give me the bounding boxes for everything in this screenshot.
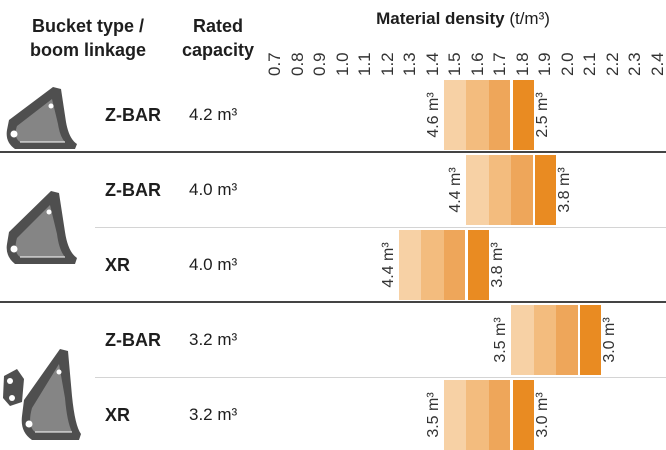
density-band-segment <box>466 380 490 450</box>
rated-capacity-header-line2: capacity <box>181 40 255 60</box>
density-band-segment <box>488 80 512 150</box>
x-tick-label: 1.0 <box>332 52 352 76</box>
x-tick-label: 0.8 <box>287 52 307 76</box>
band-label-right: 3.8 m³ <box>556 167 574 213</box>
band-label-right: 3.8 m³ <box>488 242 506 288</box>
x-tick-label: 2.4 <box>647 52 666 76</box>
density-band-segment <box>488 380 512 450</box>
band-label-left: 3.5 m³ <box>492 317 510 363</box>
bucket-icon <box>3 84 79 150</box>
rated-capacity-header: Rated capacity <box>170 14 266 62</box>
bucket-type-header: Bucket type / boom linkage <box>20 14 156 62</box>
rated-capacity-value: 3.2 m³ <box>189 330 238 349</box>
density-band-segment <box>511 380 534 450</box>
x-tick-label: 1.4 <box>422 52 442 76</box>
x-tick-label: 1.8 <box>512 52 532 76</box>
rated-capacity-value: 4.0 m³ <box>189 255 238 274</box>
boom-linkage-label: XR <box>105 405 131 425</box>
bucket-type-header-line1: Bucket type / <box>31 16 145 36</box>
density-band-segment <box>511 80 534 150</box>
row-separator <box>95 227 666 228</box>
bucket-icon-graphic <box>6 191 78 264</box>
boom-linkage-label: Z-BAR <box>105 330 161 350</box>
density-band-segment <box>466 230 489 300</box>
band-label-right: 2.5 m³ <box>533 92 551 138</box>
fill-marker-line <box>465 230 468 300</box>
fill-marker-line <box>532 155 535 225</box>
bucket-type-header-line2: boom linkage <box>29 40 146 60</box>
group-divider <box>0 151 666 153</box>
row-separator <box>95 377 666 378</box>
x-tick-label: 2.2 <box>602 52 622 76</box>
density-band-segment <box>533 305 557 375</box>
density-band-segment <box>443 230 467 300</box>
density-band-segment <box>488 155 512 225</box>
x-tick-label: 0.9 <box>310 52 329 76</box>
bucket-icon <box>3 188 79 266</box>
density-band-segment <box>443 380 467 450</box>
rated-capacity-header-line1: Rated <box>192 16 243 36</box>
rated-capacity-value: 3.2 m³ <box>189 405 238 424</box>
density-band-segment <box>466 155 490 225</box>
density-axis-label: Material density <box>376 9 505 28</box>
boom-linkage-label: Z-BAR <box>105 105 161 125</box>
density-band-segment <box>421 230 445 300</box>
density-band-segment <box>533 155 557 225</box>
density-band-segment <box>443 80 467 150</box>
x-tick-label: 2.0 <box>557 52 577 76</box>
x-tick-label: 1.1 <box>355 52 374 76</box>
bucket-with-coupler-icon <box>2 346 82 442</box>
fill-marker-line <box>510 380 513 450</box>
x-tick-label: 0.7 <box>265 52 284 76</box>
band-label-right: 3.0 m³ <box>533 392 551 438</box>
band-label-left: 4.4 m³ <box>447 167 465 213</box>
density-band-segment <box>556 305 580 375</box>
fill-marker-line <box>577 305 580 375</box>
x-tick-label: 1.5 <box>445 52 464 76</box>
x-tick-label: 1.9 <box>535 52 554 76</box>
density-axis-title: Material density (t/m³) <box>330 8 596 30</box>
density-axis-unit: (t/m³) <box>509 9 550 28</box>
fill-marker-line <box>510 80 513 150</box>
band-label-right: 3.0 m³ <box>601 317 619 363</box>
density-band-segment <box>466 80 490 150</box>
rated-capacity-value: 4.0 m³ <box>189 180 238 199</box>
band-label-left: 3.5 m³ <box>424 392 442 438</box>
bucket-icon-graphic <box>6 87 78 149</box>
band-label-left: 4.6 m³ <box>424 92 442 138</box>
group-divider <box>0 301 666 303</box>
x-tick-label: 1.7 <box>490 52 509 76</box>
x-tick-label: 2.3 <box>625 52 644 76</box>
bucket-with-coupler-icon-graphic <box>3 349 81 440</box>
rated-capacity-value: 4.2 m³ <box>189 105 238 124</box>
density-band-segment <box>511 155 535 225</box>
x-tick-label: 1.3 <box>400 52 419 76</box>
x-tick-label: 1.6 <box>467 52 487 76</box>
band-label-left: 4.4 m³ <box>379 242 397 288</box>
boom-linkage-label: Z-BAR <box>105 180 161 200</box>
x-tick-label: 1.2 <box>377 52 397 76</box>
boom-linkage-label: XR <box>105 255 131 275</box>
density-band-segment <box>398 230 422 300</box>
x-tick-label: 2.1 <box>580 52 599 76</box>
density-band-segment <box>511 305 535 375</box>
density-band-segment <box>578 305 602 375</box>
